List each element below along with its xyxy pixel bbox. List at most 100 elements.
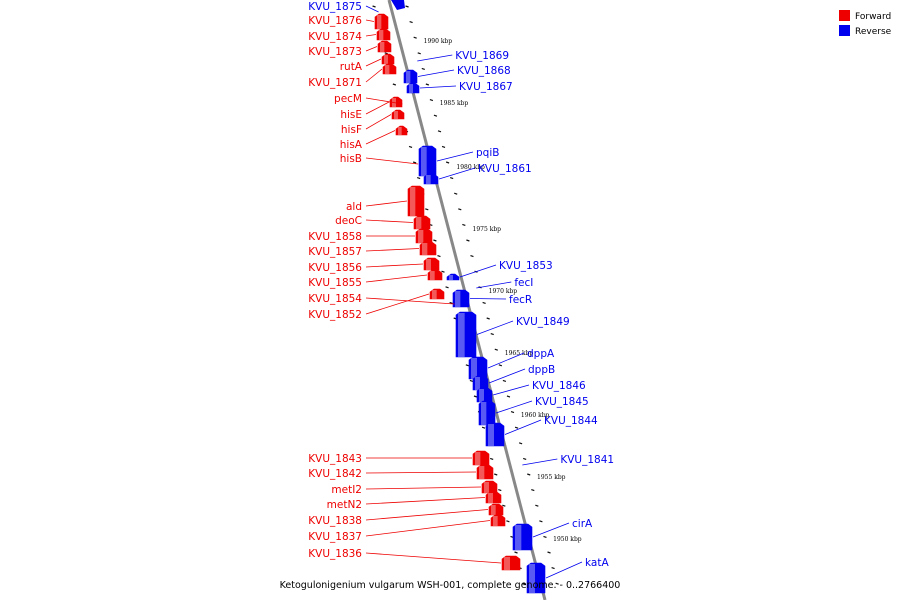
gene-label-meti2[interactable]: metI2 — [331, 484, 362, 496]
scale-tick-mark — [482, 301, 486, 304]
gene-feature-hisa[interactable] — [395, 125, 408, 136]
gene-feature-kvu-1873[interactable] — [377, 40, 392, 53]
gene-feature-metn2[interactable] — [485, 491, 502, 504]
gene-label-hisf[interactable]: hisF — [341, 124, 362, 136]
gene-label-kvu-1837[interactable]: KVU_1837 — [308, 531, 362, 543]
gene-label-kvu-1841[interactable]: KVU_1841 — [560, 454, 614, 466]
gene-feature-kvu-1849[interactable] — [455, 311, 477, 358]
scale-tick-mark — [502, 379, 507, 382]
scale-tick-mark — [547, 551, 551, 554]
gene-feature-pqib[interactable] — [418, 145, 437, 177]
scale-tick-label: 1980 kbp — [456, 164, 485, 171]
gene-feature-dppb[interactable] — [472, 375, 489, 391]
gene-label-metn2[interactable]: metN2 — [327, 499, 362, 511]
gene-feature-kvu-1861[interactable] — [423, 173, 439, 185]
gene-feature-kvu-1845[interactable] — [478, 400, 496, 426]
gene-label-kvu-1861[interactable]: KVU_1861 — [478, 163, 532, 175]
gene-feature-kvu-1858[interactable] — [415, 228, 433, 244]
scale-tick-mark — [470, 255, 474, 258]
gene-feature-kvu-1875[interactable] — [391, 0, 405, 10]
gene-label-ald[interactable]: ald — [346, 201, 362, 213]
gene-label-deoc[interactable]: deoC — [335, 215, 362, 227]
gene-feature-kvu-1874[interactable] — [376, 28, 391, 41]
scale-tick-mark — [384, 52, 388, 55]
gene-features — [374, 0, 546, 594]
gene-label-dppa[interactable]: dppA — [527, 348, 555, 360]
gene-feature-fecr[interactable] — [452, 289, 470, 308]
gene-label-kvu-1849[interactable]: KVU_1849 — [516, 316, 570, 328]
gene-label-ruta[interactable]: rutA — [340, 61, 363, 73]
gene-label-kvu-1844[interactable]: KVU_1844 — [544, 415, 598, 427]
gene-label-kvu-1838[interactable]: KVU_1838 — [308, 515, 362, 527]
gene-feature-kvu-1836[interactable] — [501, 555, 521, 571]
gene-feature-kvu-1843[interactable] — [472, 450, 490, 466]
gene-label-pecm[interactable]: pecM — [334, 93, 362, 105]
scale-tick-mark — [454, 192, 458, 195]
scale-tick-label: 1955 kbp — [537, 474, 566, 481]
gene-feature-kvu-1871[interactable] — [382, 63, 397, 75]
gene-feature-hisf[interactable] — [391, 109, 405, 120]
gene-label-feci[interactable]: fecI — [514, 277, 533, 289]
scale-tick-mark — [506, 395, 511, 398]
gene-label-kvu-1874[interactable]: KVU_1874 — [308, 31, 362, 43]
gene-feature-ruta[interactable] — [381, 53, 395, 65]
gene-label-cira[interactable]: cirA — [572, 518, 593, 530]
scale-tick-label: 1960 kbp — [521, 412, 550, 419]
legend-reverse-label: Reverse — [855, 27, 892, 37]
scale-tick-mark — [465, 364, 470, 367]
gene-label-kvu-1842[interactable]: KVU_1842 — [308, 468, 362, 480]
gene-feature-kvu-1856[interactable] — [423, 257, 440, 271]
gene-feature-meti2[interactable] — [481, 480, 498, 494]
gene-feature-kvu-1857[interactable] — [419, 241, 437, 256]
gene-label-kvu-1871[interactable]: KVU_1871 — [308, 77, 362, 89]
gene-label-kvu-1858[interactable]: KVU_1858 — [308, 231, 362, 243]
gene-label-kvu-1854[interactable]: KVU_1854 — [308, 293, 362, 305]
gene-label-kvu-1846[interactable]: KVU_1846 — [532, 380, 586, 392]
gene-feature-kvu-1844[interactable] — [485, 422, 505, 447]
gene-label-kvu-1873[interactable]: KVU_1873 — [308, 46, 362, 58]
gene-label-kvu-1868[interactable]: KVU_1868 — [457, 65, 511, 77]
gene-feature-kvu-1837[interactable] — [490, 514, 506, 527]
gene-feature-kata[interactable] — [526, 562, 546, 594]
gene-feature-kvu-1868[interactable] — [403, 69, 418, 84]
scale-tick-mark — [502, 504, 506, 507]
gene-feature-cira[interactable] — [512, 523, 533, 551]
scale-tick-mark — [425, 208, 429, 211]
gene-label-kvu-1855[interactable]: KVU_1855 — [308, 277, 362, 289]
gene-label-kvu-1876[interactable]: KVU_1876 — [308, 15, 362, 27]
gene-label-kvu-1869[interactable]: KVU_1869 — [455, 50, 509, 62]
scale-tick-mark — [372, 5, 376, 8]
gene-feature-kvu-1842[interactable] — [476, 464, 494, 480]
gene-label-hisa[interactable]: hisA — [340, 139, 363, 151]
gene-label-pqib[interactable]: pqiB — [476, 147, 499, 159]
gene-feature-kvu-1853[interactable] — [446, 273, 460, 281]
gene-feature-deoc[interactable] — [413, 215, 431, 230]
gene-label-kvu-1843[interactable]: KVU_1843 — [308, 453, 362, 465]
gene-label-kvu-1853[interactable]: KVU_1853 — [499, 260, 553, 272]
gene-label-hisb[interactable]: hisB — [340, 153, 362, 165]
scale-tick-mark — [445, 161, 450, 164]
gene-label-dppb[interactable]: dppB — [528, 364, 555, 376]
gene-label-kvu-1867[interactable]: KVU_1867 — [459, 81, 513, 93]
gene-label-kvu-1875[interactable]: KVU_1875 — [308, 1, 362, 13]
gene-feature-kvu-1867[interactable] — [406, 82, 420, 94]
gene-label-hise[interactable]: hisE — [340, 109, 362, 121]
gene-label-kvu-1845[interactable]: KVU_1845 — [535, 396, 589, 408]
scale-tick-label: 1965 kbp — [505, 350, 534, 357]
gene-feature-ald[interactable] — [407, 185, 425, 217]
gene-label-kvu-1856[interactable]: KVU_1856 — [308, 262, 362, 274]
gene-label-fecr[interactable]: fecR — [509, 294, 532, 306]
gene-label-kvu-1836[interactable]: KVU_1836 — [308, 548, 362, 560]
gene-label-kvu-1852[interactable]: KVU_1852 — [308, 309, 362, 321]
gene-feature-kvu-1838[interactable] — [488, 503, 504, 516]
gene-feature-kvu-1876[interactable] — [374, 13, 389, 30]
gene-label-kvu-1857[interactable]: KVU_1857 — [308, 246, 362, 258]
gene-feature-dppa[interactable] — [468, 356, 488, 380]
gene-feature-kvu-1852[interactable] — [429, 288, 445, 300]
scale-tick-mark — [433, 239, 437, 242]
gene-feature-kvu-1846[interactable] — [476, 387, 493, 403]
gene-feature-kvu-1855[interactable] — [427, 269, 443, 281]
gene-label-kata[interactable]: katA — [585, 557, 609, 569]
scale-tick-mark — [416, 177, 421, 180]
